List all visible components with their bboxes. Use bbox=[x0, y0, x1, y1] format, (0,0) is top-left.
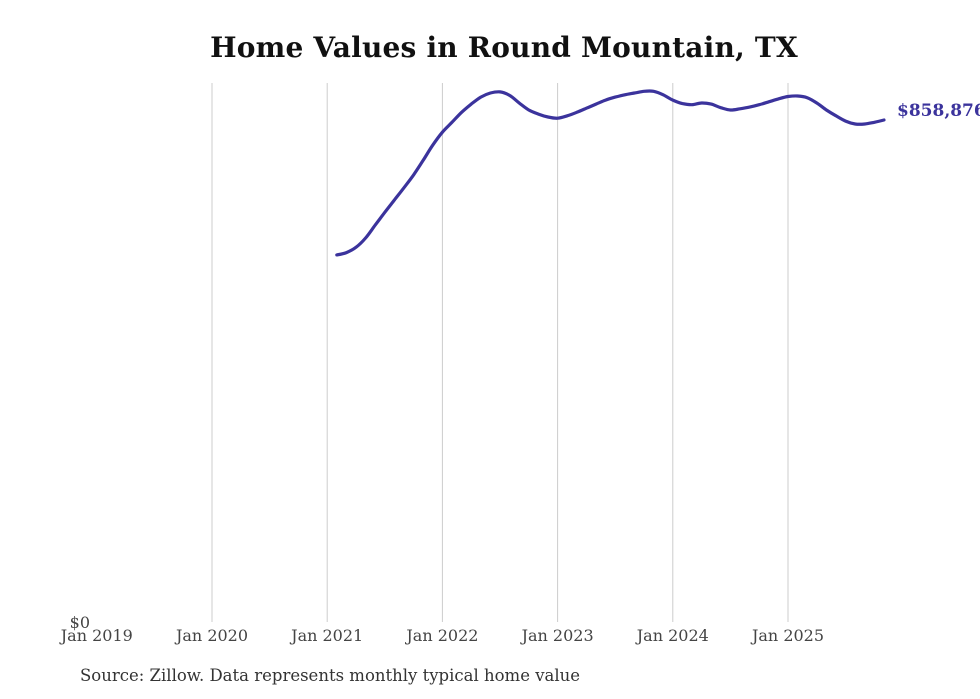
x-axis-tick-label: Jan 2024 bbox=[636, 626, 709, 645]
year-gridlines bbox=[211, 83, 789, 622]
source-note: Source: Zillow. Data represents monthly … bbox=[80, 666, 581, 685]
x-axis-tick-label: Jan 2021 bbox=[291, 626, 364, 645]
y-axis-zero-label: $0 bbox=[69, 613, 90, 632]
x-axis-tick-label: Jan 2022 bbox=[406, 626, 479, 645]
x-axis-tick-label: Jan 2025 bbox=[751, 626, 825, 645]
home-value-line-series bbox=[335, 89, 886, 257]
chart-title: Home Values in Round Mountain, TX bbox=[210, 31, 798, 64]
x-axis-tick-label: Jan 2019 bbox=[60, 626, 133, 645]
x-axis-tick-label: Jan 2020 bbox=[175, 626, 249, 645]
x-axis-tick-label: Jan 2023 bbox=[521, 626, 594, 645]
end-value-label: $858,876 bbox=[897, 101, 980, 121]
